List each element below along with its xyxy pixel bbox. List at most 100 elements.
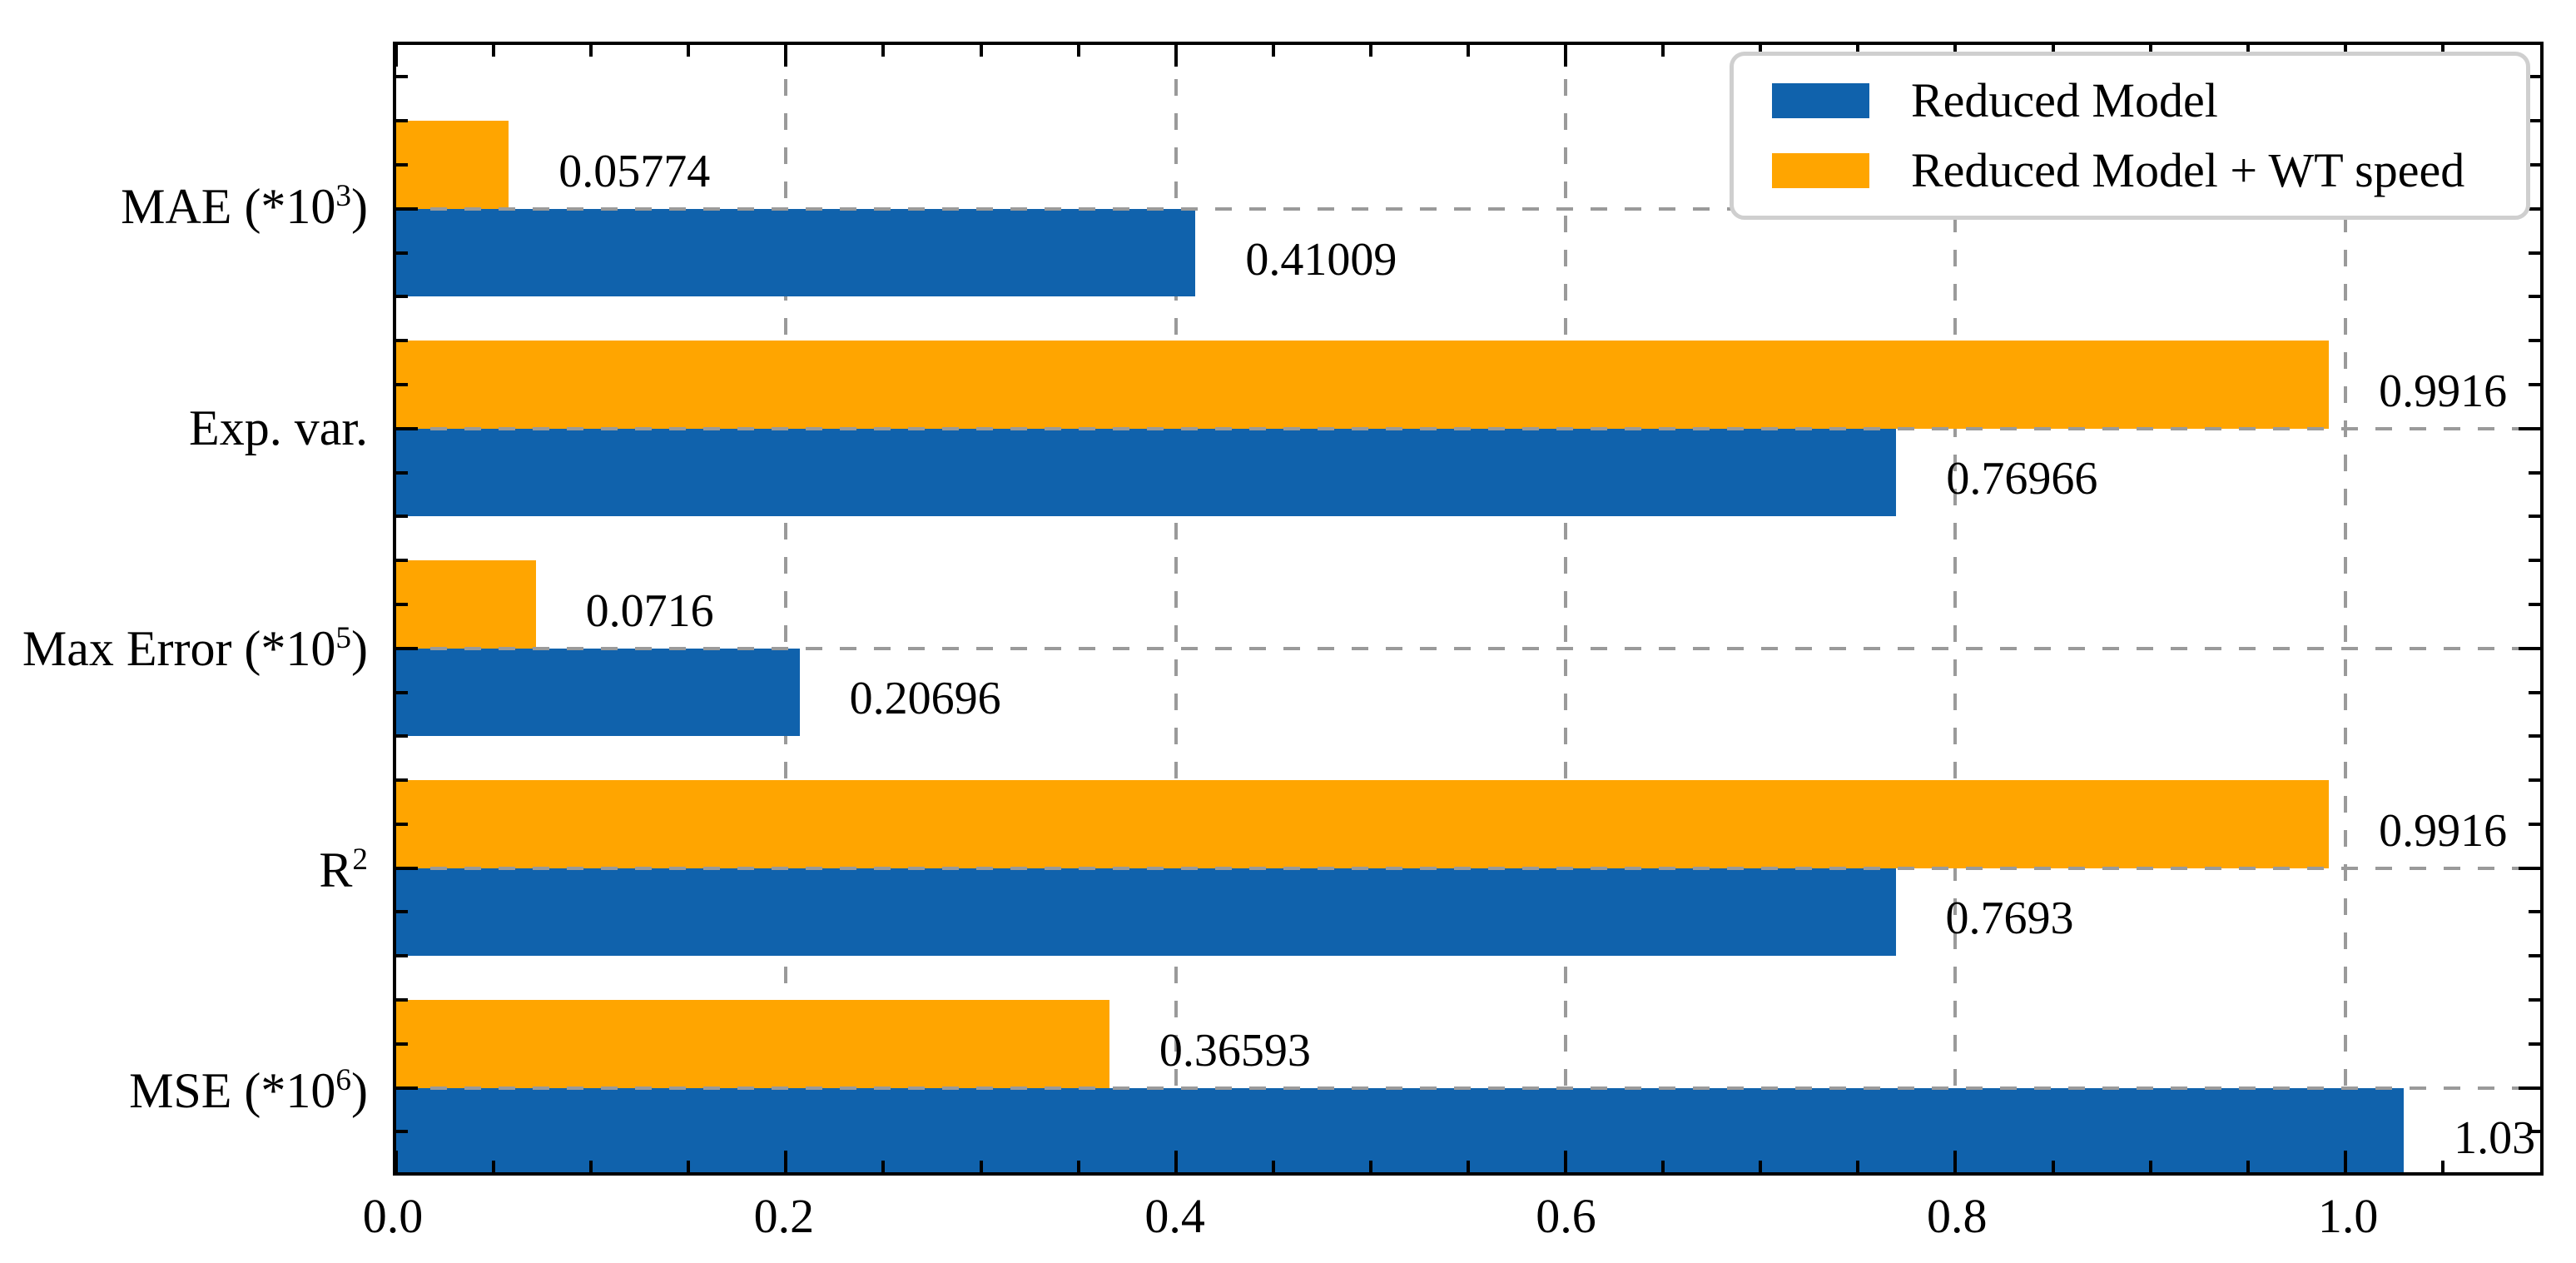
gridline-vertical <box>784 45 788 1172</box>
minor-tick-y <box>396 75 408 79</box>
major-tick-x <box>1564 45 1568 67</box>
minor-tick-x <box>1076 1161 1080 1172</box>
category-label-MSE (*10^6): MSE (*106) <box>129 1062 368 1118</box>
minor-tick-x <box>589 1161 593 1172</box>
minor-tick-y <box>2529 119 2540 123</box>
minor-tick-y <box>2529 954 2540 958</box>
bar-R^2-wt-speed <box>396 780 2330 868</box>
major-tick-x <box>784 1151 788 1172</box>
x-tick-label: 0.8 <box>1927 1189 1988 1243</box>
category-label-R^2: R2 <box>319 842 368 898</box>
minor-tick-y <box>2529 382 2540 386</box>
minor-tick-x <box>1661 45 1665 57</box>
minor-tick-x <box>687 1161 691 1172</box>
minor-tick-y <box>396 602 408 606</box>
gridline-vertical <box>2343 45 2347 1172</box>
category-label-Max Error (*10^5): Max Error (*105) <box>22 620 368 676</box>
legend-entry-reduced-model-wt-speed: Reduced Model + WT speed <box>1772 147 2509 195</box>
bar-MAE (*10^3)-reduced <box>396 208 1196 297</box>
minor-tick-x <box>2148 1161 2152 1172</box>
minor-tick-y <box>396 910 408 914</box>
minor-tick-y <box>396 119 408 123</box>
minor-tick-y <box>2529 998 2540 1002</box>
gridline-vertical <box>1953 45 1958 1172</box>
x-axis-tick-labels: 0.0 0.2 0.4 0.6 0.8 1.0 <box>363 1179 2544 1262</box>
x-tick-label: 0.4 <box>1144 1189 1205 1243</box>
minor-tick-x <box>1368 45 1372 57</box>
minor-tick-x <box>2148 45 2152 57</box>
minor-tick-x <box>881 1161 886 1172</box>
legend-entry-reduced-model: Reduced Model <box>1772 77 2509 125</box>
major-tick-y <box>396 206 418 211</box>
value-label: 0.36593 <box>1159 1024 1311 1077</box>
x-tick-label: 0.0 <box>362 1189 424 1243</box>
minor-tick-y <box>2529 470 2540 475</box>
minor-tick-x <box>2051 45 2055 57</box>
minor-tick-x <box>979 45 983 57</box>
minor-tick-y <box>396 690 408 694</box>
legend-swatch-orange <box>1772 153 1869 188</box>
minor-tick-y <box>2529 734 2540 738</box>
major-tick-y <box>2519 426 2540 430</box>
major-tick-y <box>2519 646 2540 650</box>
minor-tick-y <box>396 515 408 519</box>
minor-tick-y <box>2529 1042 2540 1046</box>
value-label: 0.9916 <box>2379 365 2508 418</box>
bar-Exp. var.-wt-speed <box>396 341 2330 429</box>
legend-swatch-blue <box>1772 83 1869 118</box>
minor-tick-x <box>1271 45 1275 57</box>
category-label-MAE (*10^3): MAE (*103) <box>121 178 368 234</box>
minor-tick-y <box>2529 822 2540 826</box>
major-tick-x <box>395 45 398 67</box>
bar-MAE (*10^3)-wt-speed <box>396 121 509 209</box>
bar-Max Error (*10^5)-wt-speed <box>396 560 536 649</box>
legend: Reduced Model Reduced Model + WT speed <box>1730 52 2530 220</box>
minor-tick-y <box>396 339 408 343</box>
major-tick-x <box>395 1151 398 1172</box>
minor-tick-y <box>396 822 408 826</box>
minor-tick-x <box>492 1161 496 1172</box>
major-tick-y <box>396 646 418 650</box>
minor-tick-x <box>1759 1161 1763 1172</box>
value-label: 0.05774 <box>558 146 711 198</box>
x-tick-label: 0.2 <box>753 1189 815 1243</box>
minor-tick-y <box>396 251 408 255</box>
minor-tick-y <box>2529 251 2540 255</box>
gridline-horizontal <box>396 206 2540 211</box>
minor-tick-x <box>1856 45 1860 57</box>
major-tick-y <box>2519 866 2540 870</box>
minor-tick-y <box>2529 295 2540 299</box>
minor-tick-y <box>396 998 408 1002</box>
bar-MSE (*10^6)-reduced <box>396 1087 2405 1172</box>
minor-tick-y <box>2529 339 2540 343</box>
minor-tick-y <box>396 1130 408 1134</box>
minor-tick-y <box>2529 163 2540 167</box>
value-label: 0.20696 <box>849 673 1001 725</box>
minor-tick-y <box>396 470 408 475</box>
minor-tick-y <box>2529 75 2540 79</box>
minor-tick-y <box>396 559 408 563</box>
plot-area: 0.05774 0.41009 0.9916 0.76966 0.0716 0.20696… <box>393 42 2544 1176</box>
major-tick-y <box>396 866 418 870</box>
value-label: 0.76966 <box>1946 453 2098 505</box>
minor-tick-x <box>2440 45 2444 57</box>
minor-tick-x <box>589 45 593 57</box>
minor-tick-y <box>2529 690 2540 694</box>
major-tick-y <box>396 1086 418 1090</box>
minor-tick-x <box>2440 1161 2444 1172</box>
bar-Max Error (*10^5)-reduced <box>396 648 800 737</box>
major-tick-y <box>2519 1086 2540 1090</box>
minor-tick-y <box>396 778 408 783</box>
major-tick-y <box>396 426 418 430</box>
value-label: 1.03 <box>2454 1112 2536 1165</box>
value-label: 0.0716 <box>585 585 714 638</box>
gridline-vertical <box>1564 45 1568 1172</box>
minor-tick-y <box>396 1042 408 1046</box>
bar-Exp. var.-reduced <box>396 428 1897 517</box>
major-tick-x <box>2343 1151 2347 1172</box>
minor-tick-y <box>396 163 408 167</box>
minor-tick-x <box>1368 1161 1372 1172</box>
value-label: 0.41009 <box>1245 233 1397 286</box>
minor-tick-y <box>2529 602 2540 606</box>
minor-tick-y <box>2529 559 2540 563</box>
